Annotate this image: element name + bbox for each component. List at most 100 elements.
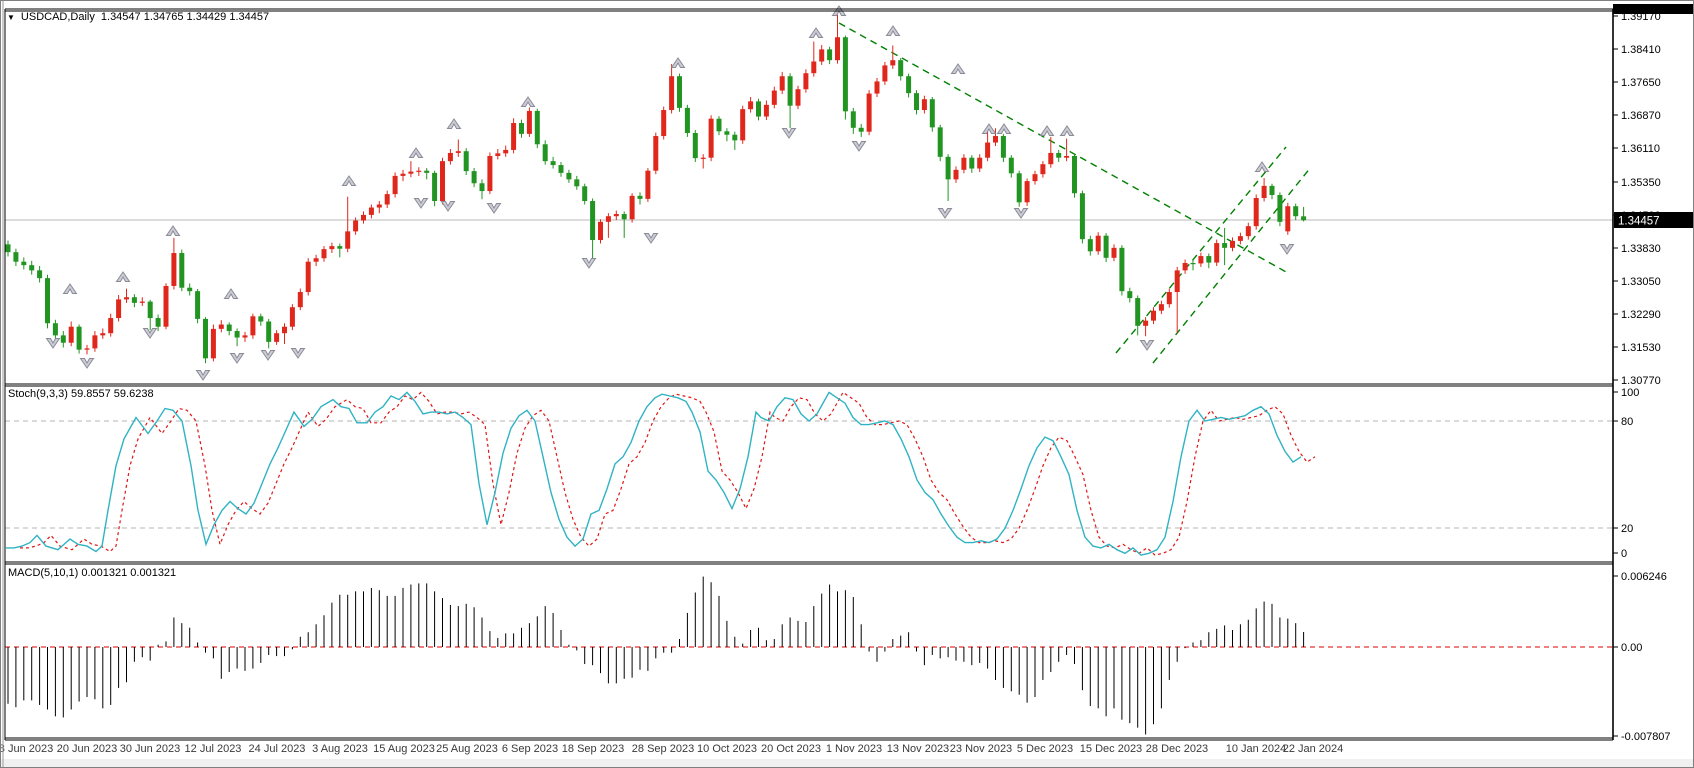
- current-price-box: [1614, 212, 1693, 228]
- candle: [605, 216, 611, 222]
- candle: [779, 76, 785, 91]
- candle: [637, 195, 643, 199]
- fractal-down-icon: [229, 353, 245, 364]
- candle: [5, 244, 11, 253]
- candle: [1222, 243, 1228, 248]
- date-axis-label[interactable]: 1 Nov 2023: [826, 743, 882, 755]
- candle: [416, 170, 422, 172]
- candle: [1056, 152, 1062, 158]
- candle: [13, 252, 19, 262]
- date-axis-label[interactable]: 8 Jun 2023: [1, 743, 53, 755]
- price-axis-label: 1.32290: [1621, 309, 1661, 321]
- date-axis-label[interactable]: 20 Jun 2023: [57, 743, 118, 755]
- date-axis-label[interactable]: 15 Dec 2023: [1080, 743, 1142, 755]
- fractal-up-icon: [62, 283, 78, 294]
- candle: [52, 323, 58, 336]
- candle: [558, 165, 564, 173]
- candle: [953, 169, 959, 180]
- candle: [700, 157, 706, 159]
- fractal-down-icon: [413, 198, 429, 209]
- date-axis-label[interactable]: 30 Jun 2023: [120, 743, 181, 755]
- candle: [1151, 310, 1156, 321]
- candle: [511, 123, 517, 150]
- fractal-up-icon: [341, 175, 357, 186]
- macd-axis-label: -0.007807: [1621, 731, 1671, 743]
- candle: [590, 201, 596, 241]
- window-bottom-strip: [1, 759, 1693, 767]
- candle: [60, 335, 66, 343]
- candle: [1261, 185, 1267, 198]
- candle: [226, 324, 232, 332]
- candle: [297, 292, 303, 308]
- candle: [1095, 235, 1101, 252]
- date-axis-label[interactable]: 15 Aug 2023: [373, 743, 435, 755]
- candle: [147, 301, 153, 319]
- candle: [866, 93, 872, 132]
- candle: [771, 90, 777, 105]
- candle: [629, 195, 635, 220]
- date-axis-label[interactable]: 3 Aug 2023: [312, 743, 368, 755]
- date-axis-label[interactable]: 22 Jan 2024: [1283, 743, 1344, 755]
- candle: [914, 93, 919, 111]
- candle: [598, 221, 603, 241]
- candle: [756, 101, 761, 117]
- fractal-down-icon: [290, 348, 306, 359]
- fractal-down-icon: [79, 358, 95, 369]
- candle: [1158, 304, 1164, 311]
- date-axis-label[interactable]: 23 Nov 2023: [950, 743, 1012, 755]
- candle: [210, 328, 216, 359]
- date-axis-label[interactable]: 12 Jul 2023: [185, 743, 242, 755]
- date-axis-label[interactable]: 10 Jan 2024: [1226, 743, 1287, 755]
- candle: [929, 99, 935, 128]
- candle: [1048, 152, 1054, 165]
- candle: [195, 291, 201, 319]
- date-axis-label[interactable]: 25 Aug 2023: [436, 743, 498, 755]
- candle: [550, 161, 556, 166]
- date-axis-label[interactable]: 6 Sep 2023: [502, 743, 558, 755]
- candle: [677, 76, 682, 108]
- candle: [163, 285, 169, 327]
- stoch-axis-label: 80: [1621, 416, 1633, 428]
- price-axis-label: 1.36870: [1621, 110, 1661, 122]
- candle: [361, 214, 366, 221]
- trendline[interactable]: [1152, 166, 1312, 364]
- candle: [84, 348, 90, 350]
- candle: [716, 118, 722, 132]
- fractal-down-icon: [195, 370, 211, 381]
- candle: [124, 297, 129, 300]
- candle: [1166, 292, 1172, 305]
- candle: [392, 175, 398, 195]
- candle: [45, 278, 50, 324]
- fractal-up-icon: [446, 118, 462, 129]
- candle: [313, 258, 319, 262]
- fractal-down-icon: [142, 328, 158, 339]
- price-axis-label: 1.38410: [1621, 44, 1661, 56]
- candle: [353, 220, 359, 232]
- date-axis-label[interactable]: 5 Dec 2023: [1017, 743, 1073, 755]
- date-axis-label[interactable]: 20 Oct 2023: [761, 743, 821, 755]
- trendline[interactable]: [1115, 146, 1287, 354]
- candle: [1024, 181, 1030, 203]
- macd-axis-label: 0.006246: [1621, 571, 1667, 583]
- candle: [503, 149, 509, 154]
- candle: [455, 151, 461, 153]
- candle: [985, 142, 991, 158]
- trendline[interactable]: [838, 22, 1289, 274]
- date-axis-label[interactable]: 13 Nov 2023: [887, 743, 949, 755]
- candle: [858, 127, 864, 132]
- symbol-dropdown-icon[interactable]: ▼: [7, 12, 15, 22]
- candle: [1127, 291, 1133, 299]
- stoch-axis-label: 0: [1621, 548, 1627, 560]
- date-axis-label[interactable]: 28 Sep 2023: [632, 743, 694, 755]
- fractal-up-icon: [1254, 161, 1270, 172]
- candle: [969, 157, 975, 169]
- date-axis-label[interactable]: 18 Sep 2023: [562, 743, 624, 755]
- macd-axis-label: 0.00: [1621, 642, 1642, 654]
- fractal-up-icon: [950, 63, 966, 74]
- date-axis-label[interactable]: 28 Dec 2023: [1146, 743, 1208, 755]
- candle: [811, 61, 817, 74]
- candle: [582, 186, 588, 202]
- date-axis-label[interactable]: 10 Oct 2023: [697, 743, 757, 755]
- date-axis-label[interactable]: 24 Jul 2023: [249, 743, 306, 755]
